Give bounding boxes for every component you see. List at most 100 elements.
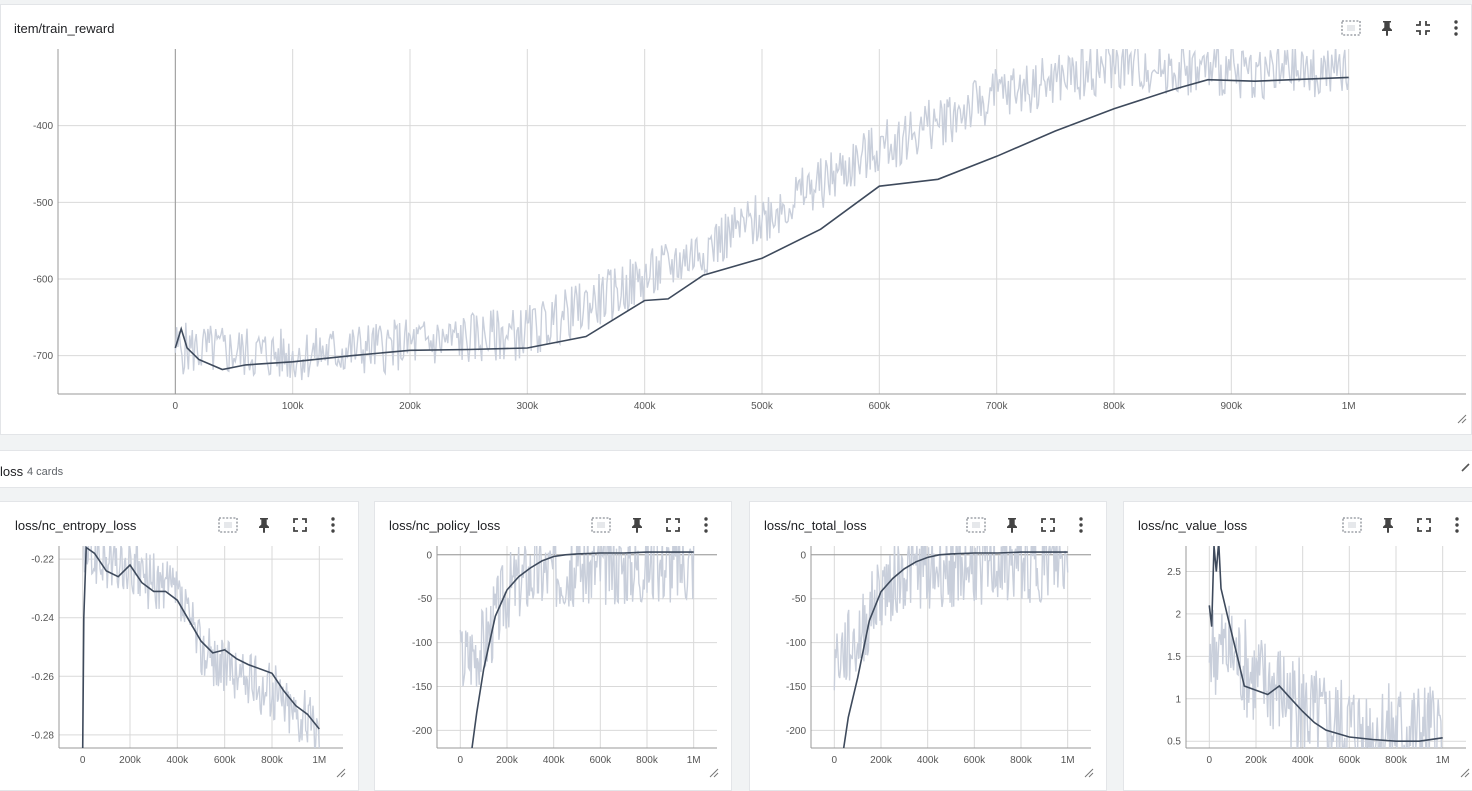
section-title: loss [0,464,24,479]
x-tick-label: 200k [870,755,893,766]
pin-icon [1005,517,1019,533]
series-smoothed [471,551,694,748]
more-vert-icon [331,517,335,533]
resize-handle-icon[interactable] [1084,765,1094,783]
y-tick-label: -0.28 [31,730,54,741]
x-tick-label: 0 [832,755,838,766]
collapse-icon [1415,20,1431,36]
x-tick-label: 1M [1342,401,1356,412]
fit-domain-button[interactable] [1334,514,1370,536]
pin-button[interactable] [1370,514,1406,536]
y-tick-label: 2 [1175,609,1181,620]
x-tick-label: 100k [282,401,305,412]
x-tick-label: 400k [634,401,657,412]
pin-button[interactable] [619,514,655,536]
y-tick-label: -0.24 [31,613,54,624]
chart-card-train-reward: item/train_reward 0 100k 200k 300k 400k 500k 6… [0,4,1472,435]
expand-button[interactable] [282,514,318,536]
chart-plot[interactable]: 0 200k 400k 600k 800k 1M -200 -150 -100 -50 0 [750,502,1107,791]
chart-toolbar [958,514,1096,536]
pin-button[interactable] [246,514,282,536]
fit-domain-icon [591,517,611,533]
expand-button[interactable] [655,514,691,536]
x-tick-label: 1M [1061,755,1075,766]
x-tick-label: 600k [868,401,891,412]
chart-toolbar [210,514,348,536]
pin-icon [257,517,271,533]
x-tick-label: 800k [1103,401,1126,412]
pin-icon [1380,20,1394,36]
fit-domain-icon [966,517,986,533]
fit-domain-icon [1341,20,1361,36]
chart-title: loss/nc_value_loss [1138,518,1248,533]
section-header-loss[interactable]: loss 4 cards [0,450,1472,488]
fit-domain-button[interactable] [210,514,246,536]
fit-domain-button[interactable] [583,514,619,536]
x-tick-label: 200k [496,755,519,766]
more-vert-icon [1455,517,1459,533]
series-smoothed [842,551,1068,748]
pin-icon [1381,517,1395,533]
y-tick-label: 1.5 [1167,652,1181,663]
y-tick-label: -100 [412,638,432,649]
chart-plot[interactable]: 0 200k 400k 600k 800k 1M 0.5 1 1.5 2 2.5 [1124,502,1472,791]
y-tick-label: -200 [412,726,432,737]
x-tick-label: 1M [312,755,326,766]
y-tick-label: 1 [1175,694,1181,705]
chart-title: loss/nc_total_loss [764,518,867,533]
x-tick-label: 1M [1436,755,1450,766]
chart-plot[interactable]: 0 200k 400k 600k 800k 1M -200 -150 -100 -50 0 [375,502,732,791]
chart-plot[interactable]: 0 200k 400k 600k 800k 1M -0.28 -0.26 -0.24 -0.22 [0,502,359,791]
x-tick-label: 900k [1220,401,1243,412]
expand-button[interactable] [1406,514,1442,536]
series-smoothed [81,546,320,748]
pin-button[interactable] [1369,17,1405,39]
more-options-button[interactable] [1442,514,1472,536]
resize-handle-icon[interactable] [1457,411,1467,429]
x-tick-label: 200k [399,401,422,412]
more-options-button[interactable] [1441,17,1471,39]
resize-handle-icon[interactable] [709,765,719,783]
pin-button[interactable] [994,514,1030,536]
chart-title: loss/nc_policy_loss [389,518,501,533]
chart-toolbar [1333,17,1471,39]
y-tick-label: -50 [792,594,807,605]
series-raw [459,546,695,687]
expand-icon [666,518,680,532]
x-tick-label: 200k [119,755,142,766]
y-tick-label: -700 [33,351,53,362]
chart-toolbar [1334,514,1472,536]
more-options-button[interactable] [691,514,721,536]
chart-train-reward[interactable]: 0 100k 200k 300k 400k 500k 600k 700k 800k 900k 1M -… [1,5,1472,435]
y-tick-label: -500 [33,198,53,209]
chart-card-value-loss: loss/nc_value_loss 0 200k 400k 600k 800k 1M 0.… [1123,501,1472,791]
x-tick-label: 800k [636,755,659,766]
more-options-button[interactable] [318,514,348,536]
chevron-up-icon[interactable] [1460,461,1472,475]
x-tick-label: 600k [963,755,986,766]
expand-button[interactable] [1030,514,1066,536]
chart-title: loss/nc_entropy_loss [15,518,137,533]
fit-domain-icon [1342,517,1362,533]
more-options-button[interactable] [1066,514,1096,536]
fit-domain-button[interactable] [958,514,994,536]
y-tick-label: -100 [786,638,806,649]
more-vert-icon [704,517,708,533]
resize-handle-icon[interactable] [1460,765,1470,783]
more-vert-icon [1079,517,1083,533]
x-tick-label: 800k [1010,755,1033,766]
expand-icon [293,518,307,532]
y-tick-label: -0.26 [31,672,54,683]
x-tick-label: 400k [917,755,940,766]
pin-icon [630,517,644,533]
x-tick-label: 0 [458,755,464,766]
y-tick-label: -400 [33,121,53,132]
resize-handle-icon[interactable] [336,765,346,783]
collapse-button[interactable] [1405,17,1441,39]
x-tick-label: 700k [986,401,1009,412]
expand-icon [1041,518,1055,532]
chart-card-total-loss: loss/nc_total_loss 0 200k 400k 600k 800k 1M -2… [749,501,1107,791]
y-tick-label: 0.5 [1167,737,1181,748]
fit-domain-button[interactable] [1333,17,1369,39]
y-tick-label: -50 [418,594,433,605]
